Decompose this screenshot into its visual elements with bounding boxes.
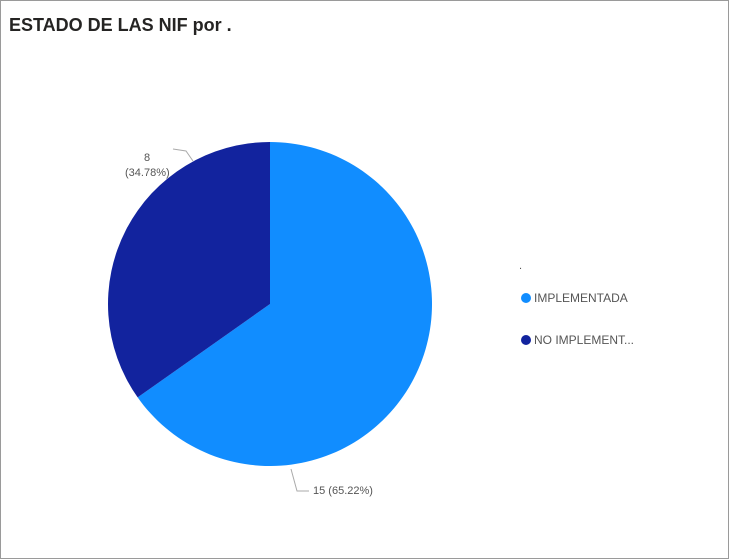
legend-label: NO IMPLEMENT... — [534, 333, 634, 347]
legend-title: . — [519, 260, 522, 272]
pie-slice — [137, 142, 432, 466]
pie-slice — [108, 142, 270, 398]
legend-swatch — [521, 335, 531, 345]
leader-line — [172, 148, 194, 162]
legend-label: IMPLEMENTADA — [534, 291, 628, 305]
legend-swatch — [521, 293, 531, 303]
chart-title: ESTADO DE LAS NIF por . — [9, 15, 232, 35]
data-label: 15 (65.22%) — [313, 485, 373, 497]
data-label: 8 (34.78%) — [125, 152, 170, 179]
leader-line — [290, 468, 309, 492]
